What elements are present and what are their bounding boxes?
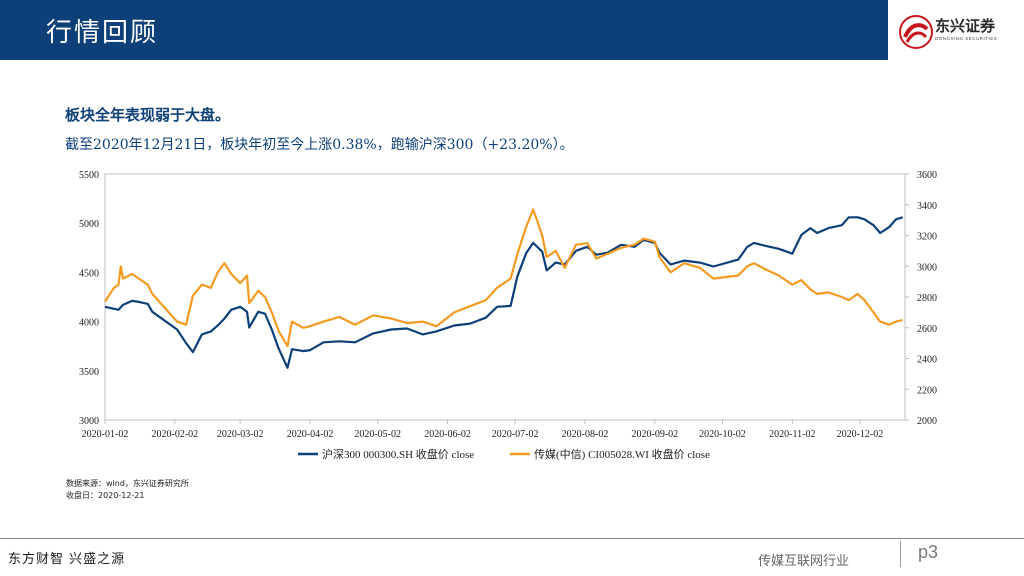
subline: 截至2020年12月21日，板块年初至今上涨0.38%，跑输沪深300（+23.… (65, 137, 574, 153)
y-left-tick-label: 5500 (79, 170, 99, 181)
x-tick-label: 2020-03-02 (217, 429, 264, 440)
y-right-tick-label: 3000 (917, 262, 937, 273)
x-tick-label: 2020-01-02 (82, 429, 129, 440)
series-line-media (104, 208, 903, 348)
x-tick-label: 2020-07-02 (492, 429, 539, 440)
brand-logo: 东兴证券 DONGXING SECURITIES (895, 8, 1017, 56)
x-tick-label: 2020-02-02 (152, 429, 199, 440)
page-number: p3 (918, 542, 939, 562)
x-tick-label: 2020-05-02 (354, 429, 401, 440)
y-left-tick-label: 4000 (79, 318, 99, 329)
x-tick-label: 2020-12-02 (837, 429, 884, 440)
y-right-tick-label: 2600 (917, 324, 937, 335)
headline: 板块全年表现弱于大盘。 (65, 106, 231, 124)
header-bar: 行情回顾 (0, 0, 888, 60)
y-right-tick-label: 2200 (917, 385, 937, 396)
page-title: 行情回顾 (46, 18, 159, 48)
footer-slogan: 东方财智 兴盛之源 (8, 552, 126, 567)
y-left-tick-label: 5000 (79, 219, 99, 230)
series-line-hs300 (104, 216, 904, 369)
y-right-tick-label: 3200 (917, 232, 937, 243)
legend-label: 传媒(中信) CI005028.WI 收盘价 close (534, 447, 710, 461)
x-tick-label: 2020-09-02 (632, 429, 679, 440)
y-left-tick-label: 3500 (79, 367, 99, 378)
source-line: 数据来源：wind，东兴证券研究所 (66, 479, 189, 488)
line-chart: 3000 3500 4000 4500 5000 5500 2000 2200 2400 2600… (79, 170, 937, 461)
brand-name: 东兴证券 (935, 17, 996, 35)
brand-mark-icon (899, 15, 933, 49)
y-right-tick-label: 3400 (917, 201, 937, 212)
y-right-tick-label: 2400 (917, 355, 937, 366)
y-right-tick-label: 2000 (917, 416, 937, 427)
y-right-tick-label: 3600 (917, 170, 937, 181)
x-tick-label: 2020-08-02 (562, 429, 609, 440)
brand-subtitle: DONGXING SECURITIES (935, 36, 998, 41)
x-tick-label: 2020-06-02 (424, 429, 471, 440)
data-source: 数据来源：wind，东兴证券研究所 收盘日：2020-12-21 (66, 478, 189, 502)
footer-separator (900, 541, 901, 567)
x-tick-label: 2020-04-02 (287, 429, 334, 440)
footer-sector: 传媒互联网行业 (758, 554, 850, 569)
y-left-tick-label: 4500 (79, 268, 99, 279)
x-tick-label: 2020-10-02 (699, 429, 746, 440)
y-right-tick-label: 2800 (917, 293, 937, 304)
close-date-line: 收盘日：2020-12-21 (66, 491, 145, 500)
y-left-tick-label: 3000 (79, 416, 99, 427)
x-tick-label: 2020-11-02 (769, 429, 815, 440)
legend-label: 沪深300 000300.SH 收盘价 close (322, 447, 474, 461)
footer-divider (0, 538, 1024, 539)
plot-frame (104, 173, 906, 421)
